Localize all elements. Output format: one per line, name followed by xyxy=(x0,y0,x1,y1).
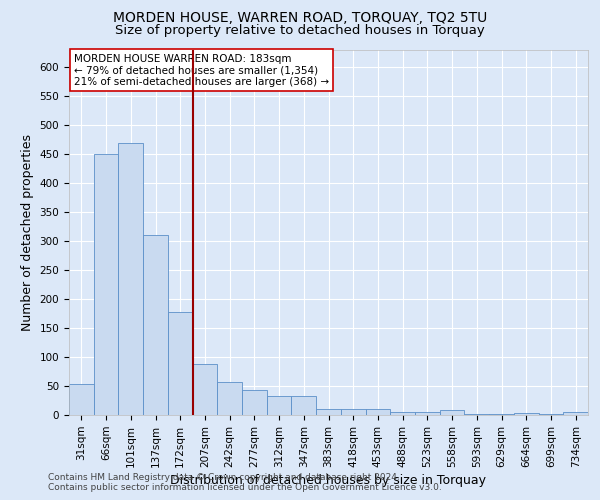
Bar xyxy=(489,414,514,415)
Bar xyxy=(415,412,440,415)
Bar xyxy=(514,412,539,415)
X-axis label: Distribution of detached houses by size in Torquay: Distribution of detached houses by size … xyxy=(170,474,487,487)
Text: Size of property relative to detached houses in Torquay: Size of property relative to detached ho… xyxy=(115,24,485,37)
Bar xyxy=(316,409,341,415)
Bar xyxy=(118,142,143,415)
Bar xyxy=(69,384,94,415)
Bar xyxy=(292,396,316,415)
Bar xyxy=(217,382,242,415)
Text: MORDEN HOUSE WARREN ROAD: 183sqm
← 79% of detached houses are smaller (1,354)
21: MORDEN HOUSE WARREN ROAD: 183sqm ← 79% o… xyxy=(74,54,329,87)
Bar xyxy=(539,414,563,415)
Y-axis label: Number of detached properties: Number of detached properties xyxy=(21,134,34,331)
Text: Contains public sector information licensed under the Open Government Licence v3: Contains public sector information licen… xyxy=(48,484,442,492)
Bar xyxy=(341,409,365,415)
Text: MORDEN HOUSE, WARREN ROAD, TORQUAY, TQ2 5TU: MORDEN HOUSE, WARREN ROAD, TORQUAY, TQ2 … xyxy=(113,11,487,25)
Bar xyxy=(94,154,118,415)
Bar xyxy=(390,412,415,415)
Bar xyxy=(193,364,217,415)
Bar xyxy=(440,410,464,415)
Bar xyxy=(168,312,193,415)
Bar xyxy=(563,412,588,415)
Bar xyxy=(242,390,267,415)
Bar xyxy=(267,396,292,415)
Bar xyxy=(365,409,390,415)
Text: Contains HM Land Registry data © Crown copyright and database right 2024.: Contains HM Land Registry data © Crown c… xyxy=(48,474,400,482)
Bar xyxy=(143,236,168,415)
Bar xyxy=(464,414,489,415)
